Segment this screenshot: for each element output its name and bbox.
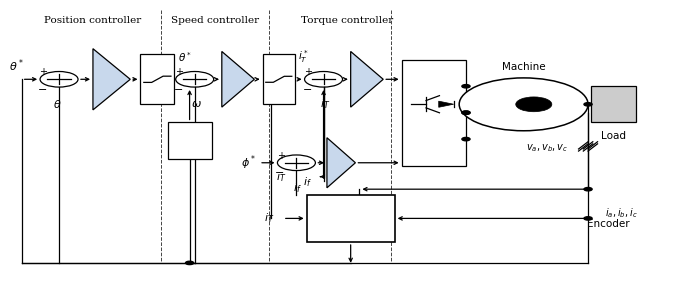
Text: producing: producing	[328, 214, 373, 223]
Text: +: +	[304, 67, 312, 77]
Text: $\theta$: $\theta$	[53, 98, 62, 110]
Text: $i_f$: $i_f$	[294, 181, 302, 195]
Circle shape	[462, 111, 470, 114]
Text: $i_f$: $i_f$	[303, 175, 312, 189]
Text: $i_T^*$: $i_T^*$	[298, 49, 309, 65]
Text: $\omega$: $\omega$	[191, 99, 202, 109]
Bar	[591, 86, 635, 123]
Text: $v_a, v_b, v_c$: $v_a, v_b, v_c$	[526, 142, 569, 154]
Text: $-$: $-$	[274, 166, 285, 176]
Circle shape	[185, 261, 193, 265]
Bar	[168, 123, 212, 158]
Text: +: +	[39, 67, 48, 77]
Circle shape	[584, 187, 592, 191]
Circle shape	[462, 137, 470, 141]
Circle shape	[584, 217, 592, 220]
Circle shape	[462, 85, 470, 88]
Bar	[262, 54, 295, 104]
Circle shape	[459, 78, 588, 131]
Text: Load: Load	[601, 131, 626, 141]
Text: $\theta^*$: $\theta^*$	[178, 50, 191, 64]
Polygon shape	[351, 51, 383, 107]
Text: +: +	[276, 151, 285, 161]
Bar	[402, 60, 466, 166]
Bar	[306, 195, 395, 242]
Text: $i_T$: $i_T$	[276, 170, 286, 183]
Text: $i_a, i_b, i_c$: $i_a, i_b, i_c$	[605, 206, 638, 220]
Text: $i_T$: $i_T$	[264, 212, 274, 225]
Text: $\theta^*$: $\theta^*$	[9, 57, 24, 74]
Text: +: +	[175, 67, 183, 77]
Circle shape	[516, 97, 552, 112]
Text: Machine: Machine	[502, 62, 545, 72]
Text: $d/dt$: $d/dt$	[177, 134, 202, 147]
Text: $-$: $-$	[302, 83, 312, 93]
Text: $-$: $-$	[173, 83, 183, 93]
Text: Speed controller: Speed controller	[171, 16, 259, 25]
Circle shape	[584, 103, 592, 106]
Text: currents: currents	[332, 225, 369, 234]
Text: Position controller: Position controller	[44, 16, 142, 25]
Text: Torque controller: Torque controller	[301, 16, 394, 25]
Bar	[140, 54, 174, 104]
Polygon shape	[93, 49, 130, 110]
Circle shape	[462, 111, 470, 114]
Text: $\phi^*$: $\phi^*$	[241, 153, 257, 172]
Polygon shape	[327, 138, 355, 188]
Text: Encoder: Encoder	[587, 219, 630, 229]
Polygon shape	[439, 101, 454, 107]
Text: $i_T$: $i_T$	[321, 98, 331, 111]
Text: $-$: $-$	[37, 83, 47, 93]
Polygon shape	[222, 51, 255, 107]
Text: Torque and flux: Torque and flux	[316, 203, 385, 212]
